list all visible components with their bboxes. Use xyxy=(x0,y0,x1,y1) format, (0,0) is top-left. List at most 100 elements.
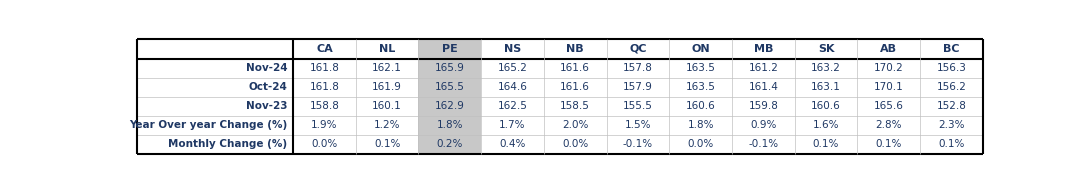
Text: 1.9%: 1.9% xyxy=(311,120,337,130)
Text: 0.0%: 0.0% xyxy=(562,139,589,149)
Text: 161.6: 161.6 xyxy=(560,82,590,92)
Bar xyxy=(293,58,356,78)
Bar xyxy=(857,78,921,97)
Text: 163.1: 163.1 xyxy=(811,82,841,92)
Bar xyxy=(136,39,293,58)
Text: 157.8: 157.8 xyxy=(624,63,653,73)
Text: 0.0%: 0.0% xyxy=(311,139,337,149)
Bar xyxy=(293,78,356,97)
Text: 158.8: 158.8 xyxy=(309,101,340,111)
Text: 160.1: 160.1 xyxy=(372,101,402,111)
Text: 161.8: 161.8 xyxy=(309,63,340,73)
Bar xyxy=(795,39,857,58)
Bar xyxy=(418,116,482,135)
Bar xyxy=(136,135,293,154)
Text: Nov-24: Nov-24 xyxy=(246,63,287,73)
Bar xyxy=(606,78,669,97)
Bar xyxy=(732,39,795,58)
Text: 0.9%: 0.9% xyxy=(750,120,776,130)
Text: 158.5: 158.5 xyxy=(560,101,590,111)
Bar xyxy=(669,78,732,97)
Bar xyxy=(857,116,921,135)
Bar xyxy=(606,135,669,154)
Text: NL: NL xyxy=(379,44,395,54)
Text: 162.9: 162.9 xyxy=(435,101,465,111)
Text: 1.6%: 1.6% xyxy=(812,120,840,130)
Bar xyxy=(732,78,795,97)
Text: AB: AB xyxy=(880,44,898,54)
Text: 165.9: 165.9 xyxy=(435,63,465,73)
Text: 164.6: 164.6 xyxy=(498,82,527,92)
Text: PE: PE xyxy=(442,44,458,54)
Bar xyxy=(669,135,732,154)
Text: 1.5%: 1.5% xyxy=(625,120,651,130)
Bar xyxy=(669,39,732,58)
Bar xyxy=(482,116,544,135)
Text: 165.5: 165.5 xyxy=(435,82,465,92)
Bar xyxy=(795,58,857,78)
Bar xyxy=(418,39,482,58)
Bar xyxy=(482,135,544,154)
Bar xyxy=(544,39,606,58)
Bar xyxy=(293,116,356,135)
Bar xyxy=(418,58,482,78)
Bar xyxy=(544,78,606,97)
Text: 162.1: 162.1 xyxy=(372,63,402,73)
Bar xyxy=(482,78,544,97)
Bar xyxy=(921,97,983,116)
Text: Nov-23: Nov-23 xyxy=(246,101,287,111)
Bar xyxy=(356,116,418,135)
Bar xyxy=(857,58,921,78)
Text: 161.9: 161.9 xyxy=(372,82,402,92)
Text: 157.9: 157.9 xyxy=(624,82,653,92)
Text: QC: QC xyxy=(629,44,646,54)
Text: 165.6: 165.6 xyxy=(874,101,904,111)
Bar xyxy=(136,78,293,97)
Bar xyxy=(136,21,983,39)
Bar xyxy=(482,39,544,58)
Bar xyxy=(732,135,795,154)
Bar xyxy=(795,78,857,97)
Bar xyxy=(669,97,732,116)
Bar xyxy=(606,39,669,58)
Bar xyxy=(418,97,482,116)
Bar xyxy=(732,58,795,78)
Bar xyxy=(544,97,606,116)
Bar xyxy=(795,97,857,116)
Text: -0.1%: -0.1% xyxy=(748,139,779,149)
Bar xyxy=(921,135,983,154)
Text: 170.2: 170.2 xyxy=(874,63,903,73)
Bar xyxy=(669,116,732,135)
Bar xyxy=(544,116,606,135)
Bar xyxy=(795,135,857,154)
Text: 0.1%: 0.1% xyxy=(812,139,840,149)
Bar xyxy=(544,58,606,78)
Bar xyxy=(293,135,356,154)
Bar xyxy=(606,97,669,116)
Text: 152.8: 152.8 xyxy=(937,101,966,111)
Text: 1.8%: 1.8% xyxy=(437,120,463,130)
Bar xyxy=(482,58,544,78)
Text: 163.5: 163.5 xyxy=(686,63,715,73)
Text: Oct-24: Oct-24 xyxy=(248,82,287,92)
Text: 161.8: 161.8 xyxy=(309,82,340,92)
Text: 160.6: 160.6 xyxy=(686,101,715,111)
Text: 163.5: 163.5 xyxy=(686,82,715,92)
Bar xyxy=(606,58,669,78)
Bar xyxy=(921,58,983,78)
Text: 1.2%: 1.2% xyxy=(373,120,401,130)
Text: 2.3%: 2.3% xyxy=(938,120,964,130)
Text: SK: SK xyxy=(818,44,834,54)
Text: CA: CA xyxy=(316,44,333,54)
Bar xyxy=(136,58,293,78)
Bar xyxy=(921,39,983,58)
Bar xyxy=(795,116,857,135)
Text: 159.8: 159.8 xyxy=(748,101,779,111)
Text: NB: NB xyxy=(567,44,584,54)
Bar xyxy=(418,78,482,97)
Bar xyxy=(921,78,983,97)
Text: -0.1%: -0.1% xyxy=(622,139,653,149)
Bar xyxy=(606,116,669,135)
Text: 2.8%: 2.8% xyxy=(876,120,902,130)
Text: 2.0%: 2.0% xyxy=(562,120,589,130)
